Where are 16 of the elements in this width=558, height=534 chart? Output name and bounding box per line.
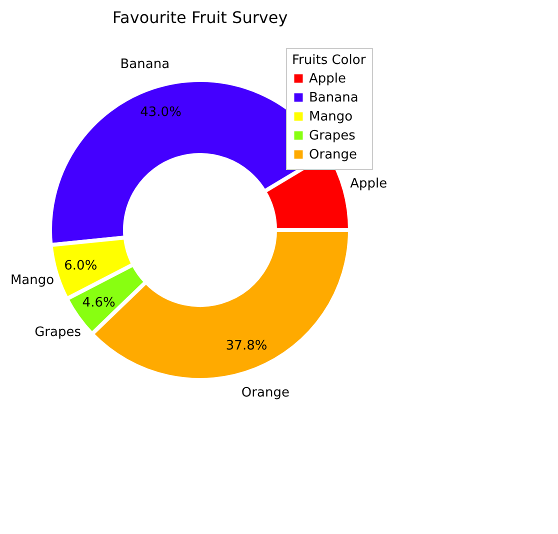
data-label: 43.0% [140,104,182,120]
slice-label: Orange [241,385,290,400]
chart-title: Favourite Fruit Survey [112,8,288,27]
data-label: 37.8% [226,338,268,354]
legend-label: Orange [309,148,358,162]
slice-label: Banana [120,56,170,72]
legend-label: Mango [309,110,353,124]
legend-title: Fruits Color [292,53,366,68]
slice-label: Grapes [34,324,82,340]
legend-label: Apple [309,72,346,86]
data-label: 6.0% [64,258,98,274]
slice-label: Mango [10,272,54,288]
legend-label: Banana [309,90,358,106]
data-label: 4.6% [82,296,116,311]
legend-label: Grapes [309,128,356,144]
slice-label: Apple [350,176,388,192]
